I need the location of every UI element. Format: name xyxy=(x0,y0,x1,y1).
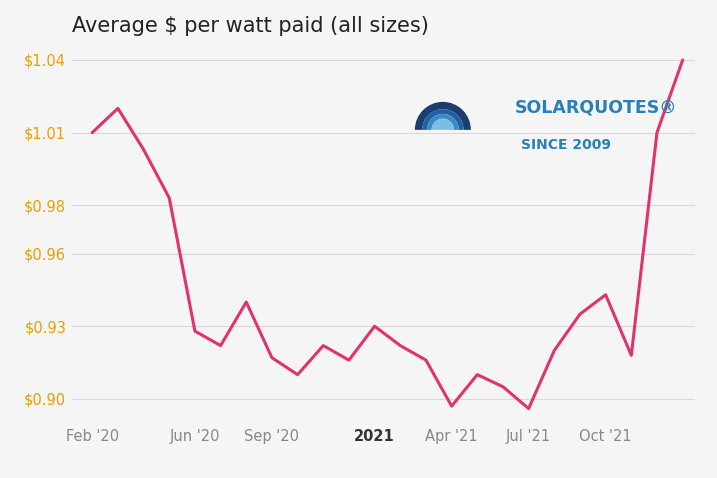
Text: Average $ per watt paid (all sizes): Average $ per watt paid (all sizes) xyxy=(72,16,429,36)
Text: ⌂: ⌂ xyxy=(437,109,446,121)
Text: SINCE 2009: SINCE 2009 xyxy=(521,138,611,152)
Text: SOLARQUOTES®: SOLARQUOTES® xyxy=(515,98,677,116)
